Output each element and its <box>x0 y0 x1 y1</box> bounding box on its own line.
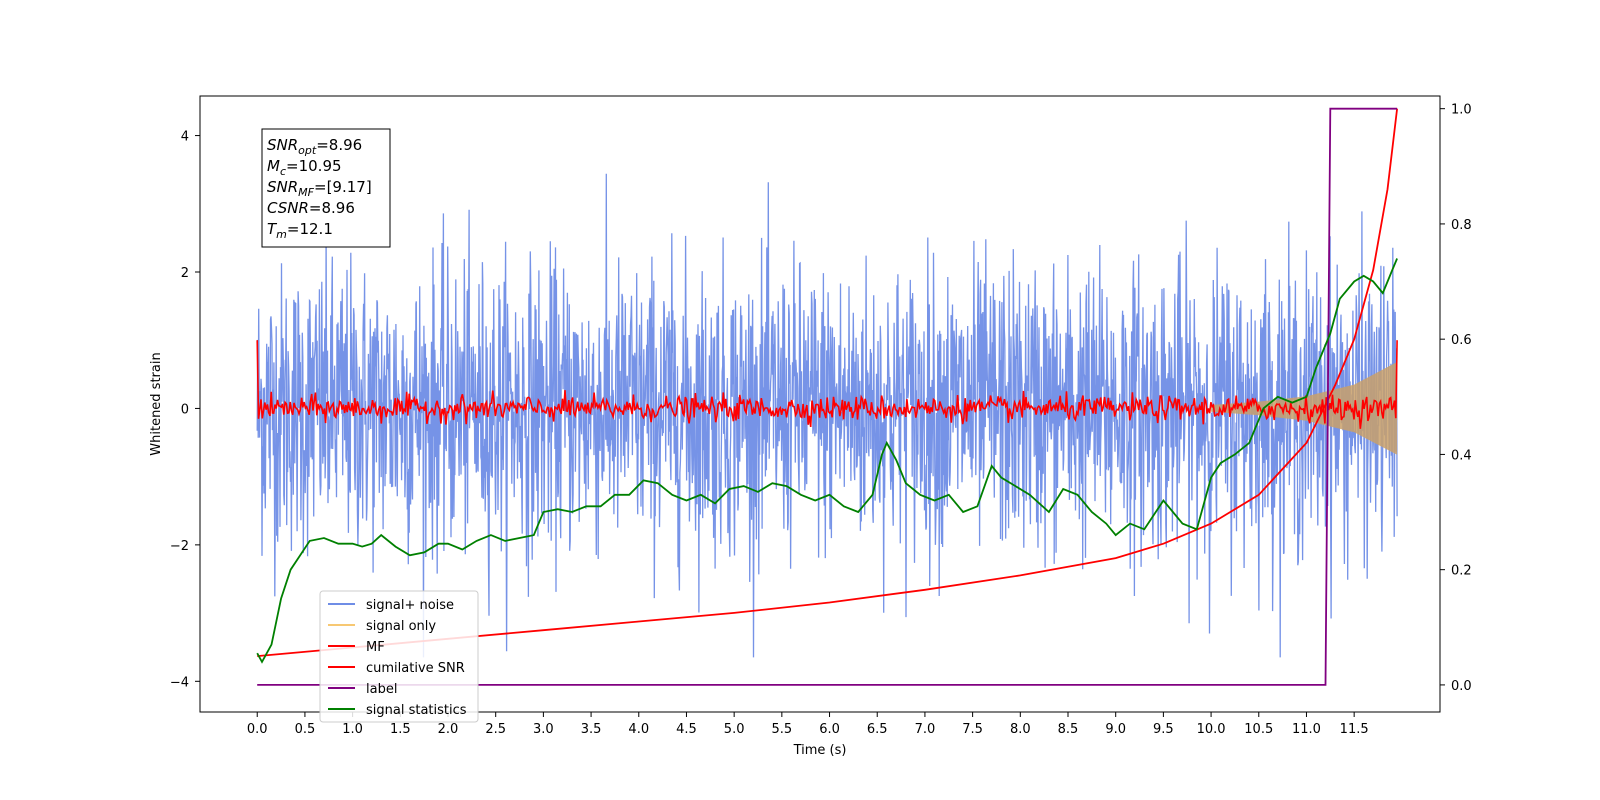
legend-label: label <box>366 682 397 697</box>
x-tick-label: 10.0 <box>1197 722 1226 737</box>
x-tick-label: 3.5 <box>581 722 602 737</box>
x-tick-label: 1.5 <box>390 722 411 737</box>
y-axis-left: −4 −2 0 2 4 <box>170 130 200 690</box>
y-axis-right: 0.0 0.2 0.4 0.6 0.8 1.0 <box>1440 103 1472 694</box>
x-tick-label: 4.0 <box>628 722 649 737</box>
x-tick-label: 6.5 <box>867 722 888 737</box>
stat-line: SNRopt=8.96 <box>267 136 362 157</box>
y-tick-label: 4 <box>181 130 189 145</box>
x-tick-label: 8.5 <box>1058 722 1079 737</box>
stat-line: SNRMF=[9.17] <box>267 178 372 199</box>
x-tick-label: 9.5 <box>1153 722 1174 737</box>
legend-frame <box>319 590 479 723</box>
x-tick-label: 11.0 <box>1292 722 1321 737</box>
x-tick-label: 7.5 <box>962 722 983 737</box>
series-cumilative-snr <box>257 108 1398 657</box>
legend-label: signal only <box>366 619 436 634</box>
y-axis-label: Whitened strain <box>149 352 164 455</box>
legend-label: signal+ noise <box>366 598 454 613</box>
stats-box-frame <box>261 128 391 248</box>
legend-label: MF <box>366 640 385 655</box>
y2-tick-label: 0.2 <box>1451 564 1472 579</box>
series-layer <box>256 107 1398 686</box>
y2-tick-label: 0.0 <box>1451 679 1472 694</box>
x-tick-label: 10.5 <box>1244 722 1273 737</box>
y-tick-label: 0 <box>181 402 189 417</box>
plot-frame <box>199 95 1441 713</box>
series-label <box>257 107 1398 686</box>
x-tick-label: 3.0 <box>533 722 554 737</box>
x-tick-label: 2.0 <box>438 722 459 737</box>
legend: signal+ noise signal only MF cumilative SNR… <box>319 590 479 723</box>
y-tick-label: −4 <box>170 675 189 690</box>
y2-tick-label: 0.6 <box>1451 333 1472 348</box>
x-tick-label: 0.5 <box>295 722 316 737</box>
series-mf <box>256 340 1398 429</box>
x-axis-label: Time (s) <box>793 743 847 758</box>
legend-label: cumilative SNR <box>366 661 465 676</box>
stat-line: Mc=10.95 <box>267 157 342 178</box>
x-tick-label: 9.0 <box>1105 722 1126 737</box>
x-tick-label: 11.5 <box>1340 722 1369 737</box>
y-tick-label: −2 <box>170 539 189 554</box>
y2-tick-label: 0.4 <box>1451 448 1472 463</box>
x-tick-label: 7.0 <box>915 722 936 737</box>
stats-box: SNRopt=8.96Mc=10.95SNRMF=[9.17]CSNR=8.96… <box>261 128 391 248</box>
y2-tick-label: 0.8 <box>1451 218 1472 233</box>
legend-label: signal statistics <box>366 703 467 718</box>
x-tick-label: 0.0 <box>247 722 268 737</box>
x-tick-label: 2.5 <box>485 722 506 737</box>
x-tick-label: 6.0 <box>819 722 840 737</box>
stat-line: Tm=12.1 <box>267 220 333 241</box>
x-axis: 0.0 0.5 1.0 1.5 2.0 2.5 3.0 3.5 4.0 4.5 5.0 5.5 6.0 6… <box>247 712 1369 737</box>
x-tick-label: 5.0 <box>724 722 745 737</box>
y2-tick-label: 1.0 <box>1451 103 1472 118</box>
series-signal-statistics <box>256 258 1398 664</box>
x-tick-label: 5.5 <box>772 722 793 737</box>
y-tick-label: 2 <box>181 266 189 281</box>
x-tick-label: 1.0 <box>342 722 363 737</box>
x-tick-label: 4.5 <box>676 722 697 737</box>
stat-line: CSNR=8.96 <box>267 199 355 217</box>
x-tick-label: 8.0 <box>1010 722 1031 737</box>
